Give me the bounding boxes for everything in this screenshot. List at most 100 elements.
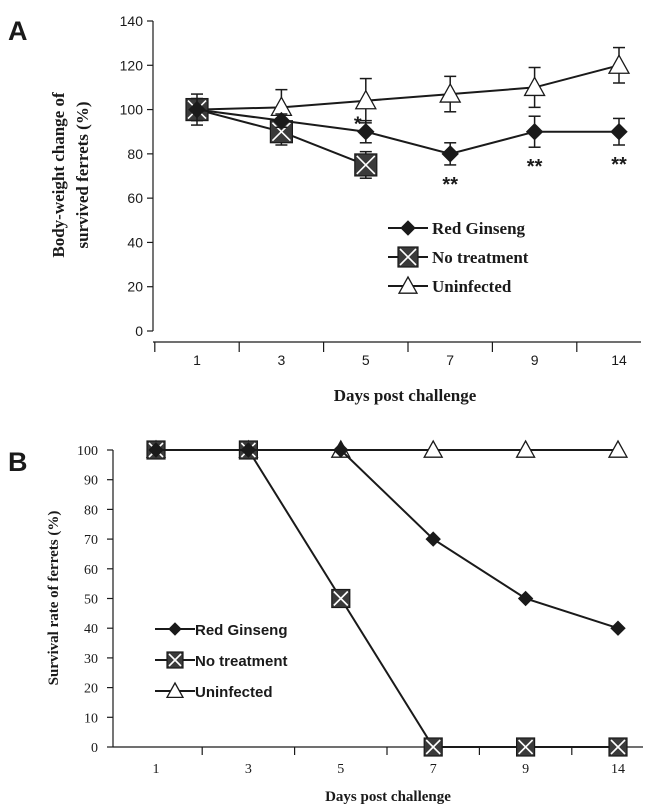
panel-b-series-no-treatment	[146, 440, 628, 757]
panel-b-red-ginseng-point	[333, 442, 349, 458]
panel-b-y-tick-label: 70	[84, 533, 98, 548]
panel-a-uninfected-point	[439, 82, 462, 103]
panel-a-y-tick-label: 40	[127, 234, 143, 250]
panel-b-xlabel: Days post challenge	[325, 789, 451, 805]
panel-b-no-treatment-point	[608, 737, 628, 757]
panel-a-y-tick-label: 80	[127, 146, 143, 162]
panel-b-x-tick-label: 5	[337, 762, 344, 777]
panel-a-legend-marker	[400, 220, 416, 236]
panel-b-x-tick-label: 14	[611, 762, 625, 777]
panel-a-no-treatment-point-cross-b	[271, 122, 291, 142]
panel-b-ylabel: Survival rate of ferrets (%)	[46, 511, 62, 686]
panel-b-x-tick-label: 3	[245, 762, 252, 777]
panel-b-y-tick-label: 90	[84, 474, 98, 489]
panel-a-series-no-treatment	[185, 93, 378, 179]
panel-b-no-treatment-point-cross-b	[425, 739, 441, 755]
panel-a-red-ginseng-point	[610, 123, 628, 141]
panel-b-uninfected-point	[423, 439, 444, 458]
panel-b-no-treatment-point-cross-b	[333, 590, 349, 607]
panel-a-no-treatment-point	[354, 153, 378, 177]
panel-b-y-tick-label: 40	[84, 622, 98, 637]
panel-b-y-tick-label: 80	[84, 503, 98, 518]
panel-a-legend: Red Ginseng No treatment Uninfected	[388, 219, 529, 296]
panel-a-red-ginseng-point	[525, 123, 544, 141]
panel-a-uninfected-point	[354, 89, 377, 110]
panel-a-significance-mark: **	[527, 156, 543, 178]
panel-a-legend-label: Uninfected	[432, 277, 512, 296]
panel-a: A Body-weight change of survived ferrets…	[8, 13, 641, 405]
panel-a-legend-marker	[397, 275, 419, 294]
panel-a-axes: 0 20 40 60 80 100 120 140 1 3 5 7 9 14	[120, 13, 641, 368]
panel-a-legend-item-no-treatment: No treatment	[388, 246, 529, 268]
panel-b-red-ginseng-point	[148, 442, 164, 458]
panel-b-legend-label: No treatment	[195, 653, 288, 670]
panel-b-legend-marker	[165, 681, 185, 699]
panel-b-legend-item-red-ginseng: Red Ginseng	[155, 622, 288, 639]
panel-a-no-treatment-point-cross-b	[356, 155, 376, 175]
panel-a-y-tick-label: 60	[127, 190, 143, 206]
panel-b-legend-marker	[166, 651, 184, 669]
panel-a-y-tick-label: 100	[120, 102, 144, 118]
panel-a-legend-label: Red Ginseng	[432, 219, 526, 238]
panel-a-series-red-ginseng	[188, 97, 628, 166]
panel-b-legend-marker-cross-b	[168, 653, 182, 667]
panel-a-uninfected-point	[523, 76, 546, 97]
panel-b-y-tick-label: 0	[91, 741, 98, 756]
panel-a-significance-mark: **	[442, 174, 458, 196]
panel-b-y-tick-label: 50	[84, 593, 98, 608]
panel-a-ylabel-line1: Body-weight change of	[49, 92, 68, 258]
panel-a-red-ginseng-point	[272, 111, 291, 130]
panel-a-y-tick-label: 140	[120, 13, 144, 29]
panel-b-legend-marker	[168, 622, 182, 636]
panel-a-uninfected-line	[196, 64, 620, 111]
panel-b-uninfected-point	[515, 439, 536, 458]
panel-a-red-ginseng-line	[196, 108, 619, 155]
panel-a-ylabel-line2: survived ferrets (%)	[73, 102, 92, 249]
panel-a-x-tick-label: 3	[278, 352, 286, 368]
panel-a-xlabel: Days post challenge	[334, 386, 477, 405]
panel-a-x-tick-label: 7	[446, 352, 454, 368]
panel-b-y-tick-label: 100	[77, 444, 98, 459]
panel-b-legend-label: Red Ginseng	[195, 622, 288, 639]
panel-a-x-tick-label: 14	[611, 352, 627, 368]
panel-b-y-tick-label: 60	[84, 563, 98, 578]
panel-b-uninfected-point	[607, 439, 629, 458]
panel-b-no-treatment-point-cross-b	[610, 739, 626, 755]
panel-b-y-tick-label: 10	[84, 711, 98, 726]
panel-b-letter: B	[8, 447, 28, 477]
panel-b: B Survival rate of ferrets (%) Days post…	[8, 439, 643, 805]
panel-a-legend-label: No treatment	[432, 248, 529, 267]
panel-b-x-tick-label: 1	[153, 762, 160, 777]
panel-a-legend-marker-cross-b	[399, 248, 417, 266]
panel-a-y-tick-label: 20	[127, 279, 143, 295]
panel-a-significance-mark: *	[354, 114, 362, 136]
panel-b-y-tick-label: 20	[84, 682, 98, 697]
panel-b-x-tick-label: 9	[522, 762, 529, 777]
panel-a-legend-item-uninfected: Uninfected	[388, 275, 512, 296]
panel-b-axes: 0 10 20 30 40 50 60 70 80 90 100 1 3 5 7 9 14	[77, 444, 643, 777]
panel-a-red-ginseng-point	[357, 123, 375, 141]
panel-b-legend-item-uninfected: Uninfected	[155, 681, 273, 701]
panel-b-red-ginseng-point	[610, 620, 626, 636]
panel-a-x-tick-label: 1	[193, 352, 201, 368]
panel-b-y-tick-label: 30	[84, 652, 98, 667]
panel-a-x-tick-label: 5	[362, 352, 370, 368]
panel-a-y-tick-label: 0	[135, 323, 143, 339]
panel-b-legend-label: Uninfected	[195, 684, 273, 701]
panel-b-no-treatment-point	[423, 737, 443, 757]
panel-a-significance-mark: **	[611, 154, 627, 176]
panel-a-y-tick-label: 120	[120, 57, 144, 73]
panel-a-legend-marker	[397, 246, 419, 268]
panel-a-no-treatment-point	[269, 120, 293, 144]
panel-a-uninfected-point	[607, 53, 631, 74]
panel-b-series-red-ginseng	[148, 442, 626, 636]
panel-a-x-tick-label: 9	[531, 352, 539, 368]
panel-b-legend: Red Ginseng No treatment Uninfected	[155, 622, 288, 701]
panel-a-red-ginseng-point	[188, 100, 206, 119]
panel-b-red-ginseng-line	[156, 449, 619, 630]
panel-b-no-treatment-point	[515, 737, 536, 757]
panel-b-no-treatment-point	[331, 588, 351, 609]
panel-b-x-tick-label: 7	[430, 762, 437, 777]
panel-b-red-ginseng-point	[425, 531, 441, 547]
panel-b-legend-item-no-treatment: No treatment	[155, 651, 288, 670]
